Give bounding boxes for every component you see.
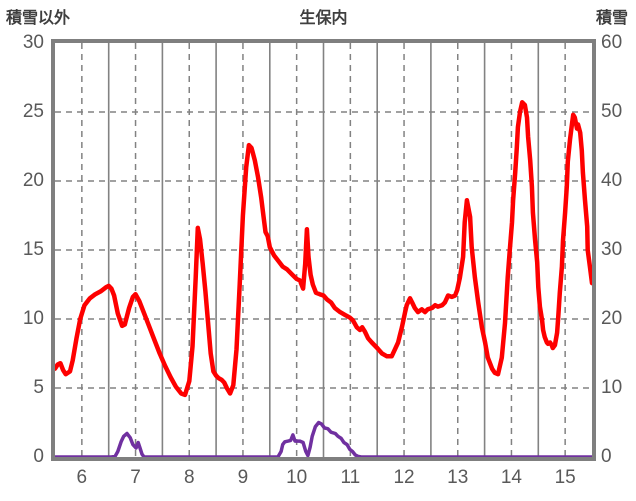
right-axis-tick: 0: [601, 446, 612, 467]
x-axis-tick: 9: [237, 467, 249, 488]
x-axis-tick: 11: [340, 467, 361, 488]
x-axis-tick: 12: [393, 467, 415, 488]
left-axis-title: 積雪以外: [6, 10, 71, 27]
right-axis-title: 積雪: [595, 10, 628, 27]
left-axis-tick: 5: [33, 377, 44, 398]
left-axis-tick: 20: [22, 170, 44, 191]
chart-title: 生保内: [299, 10, 348, 27]
x-axis-tick: 14: [500, 467, 522, 488]
left-axis-tick: 0: [33, 446, 44, 467]
left-axis-tick: 15: [22, 239, 44, 260]
series-line-other: [55, 420, 592, 457]
right-axis-tick: 30: [601, 239, 623, 260]
x-axis-tick: 6: [76, 467, 88, 488]
series-line-snow: [55, 100, 592, 398]
plot-area: [51, 39, 596, 461]
right-axis-tick: 40: [601, 170, 623, 191]
right-axis-tick: 50: [601, 101, 623, 122]
x-axis-tick: 8: [183, 467, 195, 488]
right-axis-tick: 60: [601, 32, 623, 53]
x-axis-tick: 13: [447, 467, 469, 488]
left-axis-tick: 30: [22, 32, 44, 53]
right-axis-tick: 20: [601, 308, 623, 329]
x-axis-tick: 15: [554, 467, 576, 488]
right-axis-tick: 10: [601, 377, 623, 398]
x-axis-tick: 10: [286, 467, 308, 488]
x-axis-tick: 7: [130, 467, 141, 488]
chart-canvas: [55, 43, 592, 457]
left-axis-tick: 25: [22, 101, 44, 122]
left-axis-tick: 10: [22, 308, 44, 329]
